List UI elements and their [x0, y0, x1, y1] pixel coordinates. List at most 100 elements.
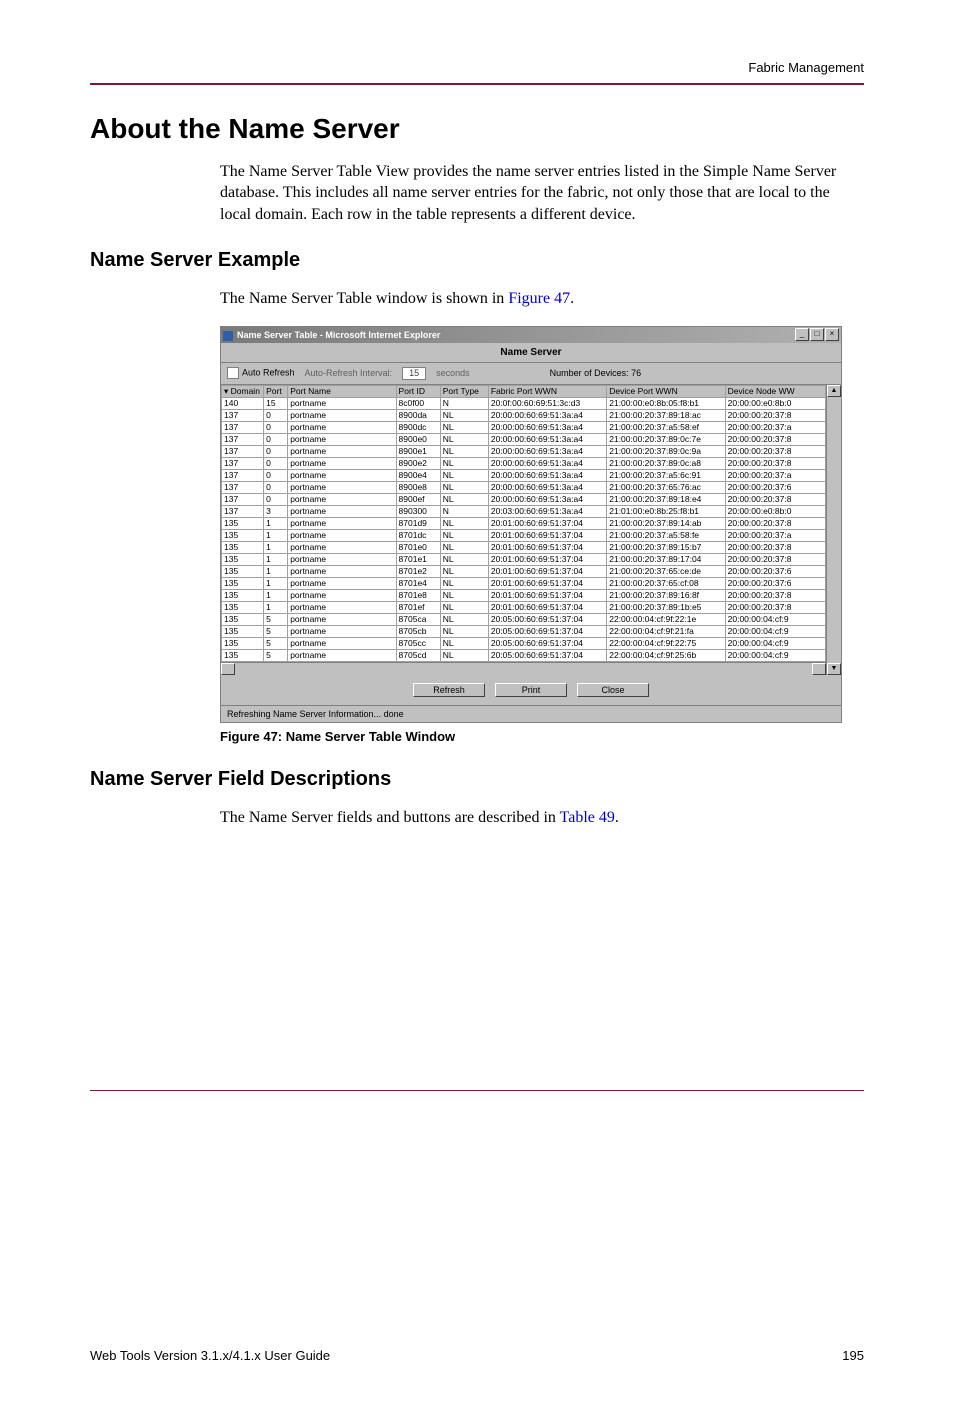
table-row[interactable]: 1370portname8900e0NL20:00:00:60:69:51:3a… [222, 433, 826, 445]
close-button[interactable]: × [825, 328, 839, 341]
col-port-type[interactable]: Port Type [440, 385, 488, 397]
cell: 1 [264, 517, 288, 529]
link-table-49[interactable]: Table 49 [560, 809, 615, 826]
cell: NL [440, 445, 488, 457]
cell: 140 [222, 397, 264, 409]
cell: 21:00:00:20:37:65:ce:de [607, 565, 725, 577]
figure-caption: Figure 47: Name Server Table Window [220, 729, 864, 744]
auto-refresh-check[interactable]: Auto Refresh [227, 367, 295, 379]
table-row[interactable]: 1351portname8701e8NL20:01:00:60:69:51:37… [222, 589, 826, 601]
cell: 20:05:00:60:69:51:37:04 [488, 625, 606, 637]
table-row[interactable]: 1351portname8701d9NL20:01:00:60:69:51:37… [222, 517, 826, 529]
col-device-port-wwn[interactable]: Device Port WWN [607, 385, 725, 397]
heading-about: About the Name Server [90, 113, 864, 145]
ns-header: Name Server [221, 343, 841, 363]
heading-example: Name Server Example [90, 249, 864, 272]
col-port-name[interactable]: Port Name [288, 385, 396, 397]
cell: 0 [264, 421, 288, 433]
cell: portname [288, 565, 396, 577]
min-button[interactable]: _ [795, 328, 809, 341]
cell: portname [288, 517, 396, 529]
cell: 135 [222, 517, 264, 529]
cell: 20:00:00:20:37:8 [725, 457, 825, 469]
para-example: The Name Server Table window is shown in… [220, 288, 864, 310]
cell: 20:05:00:60:69:51:37:04 [488, 637, 606, 649]
interval-input[interactable]: 15 [402, 367, 426, 380]
hscrollbar[interactable] [221, 662, 826, 675]
cell: portname [288, 649, 396, 661]
link-figure-47[interactable]: Figure 47 [508, 290, 570, 307]
scroll-up-icon[interactable]: ▲ [827, 385, 841, 397]
table-row[interactable]: 1351portname8701e0NL20:01:00:60:69:51:37… [222, 541, 826, 553]
table-row[interactable]: 1355portname8705caNL20:05:00:60:69:51:37… [222, 613, 826, 625]
cell: 8900dc [396, 421, 440, 433]
cell: 1 [264, 577, 288, 589]
cell: 890300 [396, 505, 440, 517]
cell: 20:00:00:20:37:8 [725, 409, 825, 421]
max-button[interactable]: □ [810, 328, 824, 341]
table-row[interactable]: 1370portname8900e1NL20:00:00:60:69:51:3a… [222, 445, 826, 457]
close-ns-button[interactable]: Close [577, 683, 649, 697]
table-row[interactable]: 1355portname8705ccNL20:05:00:60:69:51:37… [222, 637, 826, 649]
table-row[interactable]: 1370portname8900e8NL20:00:00:60:69:51:3a… [222, 481, 826, 493]
col-domain[interactable]: ▾ Domain [222, 385, 264, 397]
cell: 135 [222, 625, 264, 637]
table-row[interactable]: 1373portname890300N20:03:00:60:69:51:3a:… [222, 505, 826, 517]
print-button[interactable]: Print [495, 683, 567, 697]
para-example-post: . [570, 290, 574, 307]
vscrollbar[interactable]: ▲ ▼ [826, 385, 841, 675]
cell: 20:01:00:60:69:51:37:04 [488, 541, 606, 553]
cell: 20:00:00:20:37:6 [725, 565, 825, 577]
table-row[interactable]: 1370portname8900daNL20:00:00:60:69:51:3a… [222, 409, 826, 421]
refresh-button[interactable]: Refresh [413, 683, 485, 697]
cell: 137 [222, 433, 264, 445]
cell: 21:00:00:20:37:89:17:04 [607, 553, 725, 565]
table-row[interactable]: 1355portname8705cdNL20:05:00:60:69:51:37… [222, 649, 826, 661]
cell: NL [440, 469, 488, 481]
table-row[interactable]: 1351portname8701dcNL20:01:00:60:69:51:37… [222, 529, 826, 541]
cell: 20:00:00:20:37:8 [725, 589, 825, 601]
cell: 20:00:00:20:37:8 [725, 601, 825, 613]
scroll-down-icon[interactable]: ▼ [827, 663, 841, 675]
cell: 135 [222, 649, 264, 661]
table-row[interactable]: 1370portname8900dcNL20:00:00:60:69:51:3a… [222, 421, 826, 433]
header-rule [90, 83, 864, 85]
cell: 21:00:00:20:37:65:cf:08 [607, 577, 725, 589]
table-row[interactable]: 1355portname8705cbNL20:05:00:60:69:51:37… [222, 625, 826, 637]
table-row[interactable]: 1351portname8701e2NL20:01:00:60:69:51:37… [222, 565, 826, 577]
cell: portname [288, 577, 396, 589]
cell: 8900e4 [396, 469, 440, 481]
table-row[interactable]: 1370portname8900e4NL20:00:00:60:69:51:3a… [222, 469, 826, 481]
cell: 8900ef [396, 493, 440, 505]
cell: 8701ef [396, 601, 440, 613]
table-row[interactable]: 1351portname8701e4NL20:01:00:60:69:51:37… [222, 577, 826, 589]
cell: portname [288, 433, 396, 445]
cell: portname [288, 601, 396, 613]
table-row[interactable]: 1370portname8900efNL20:00:00:60:69:51:3a… [222, 493, 826, 505]
para-example-pre: The Name Server Table window is shown in [220, 290, 508, 307]
cell: 21:00:00:20:37:a5:6c:91 [607, 469, 725, 481]
col-port[interactable]: Port [264, 385, 288, 397]
para-fields: The Name Server fields and buttons are d… [220, 807, 864, 829]
cell: portname [288, 493, 396, 505]
cell: 8701d9 [396, 517, 440, 529]
cell: NL [440, 565, 488, 577]
cell: 137 [222, 469, 264, 481]
cell: 22:00:00:04:cf:9f:22:75 [607, 637, 725, 649]
cell: 5 [264, 649, 288, 661]
cell: 20:01:00:60:69:51:37:04 [488, 553, 606, 565]
table-row[interactable]: 1351portname8701e1NL20:01:00:60:69:51:37… [222, 553, 826, 565]
cell: NL [440, 601, 488, 613]
cell: NL [440, 481, 488, 493]
table-row[interactable]: 1370portname8900e2NL20:00:00:60:69:51:3a… [222, 457, 826, 469]
cell: 22:00:00:04:cf:9f:25:6b [607, 649, 725, 661]
cell: 21:00:00:20:37:89:16:8f [607, 589, 725, 601]
cell: 20:01:00:60:69:51:37:04 [488, 601, 606, 613]
cell: 20:00:00:04:cf:9 [725, 637, 825, 649]
table-row[interactable]: 1351portname8701efNL20:01:00:60:69:51:37… [222, 601, 826, 613]
col-device-node-ww[interactable]: Device Node WW [725, 385, 825, 397]
cell: NL [440, 637, 488, 649]
table-row[interactable]: 14015portname8c0f00N20:0f:00:60:69:51:3c… [222, 397, 826, 409]
col-port-id[interactable]: Port ID [396, 385, 440, 397]
col-fabric-port-wwn[interactable]: Fabric Port WWN [488, 385, 606, 397]
